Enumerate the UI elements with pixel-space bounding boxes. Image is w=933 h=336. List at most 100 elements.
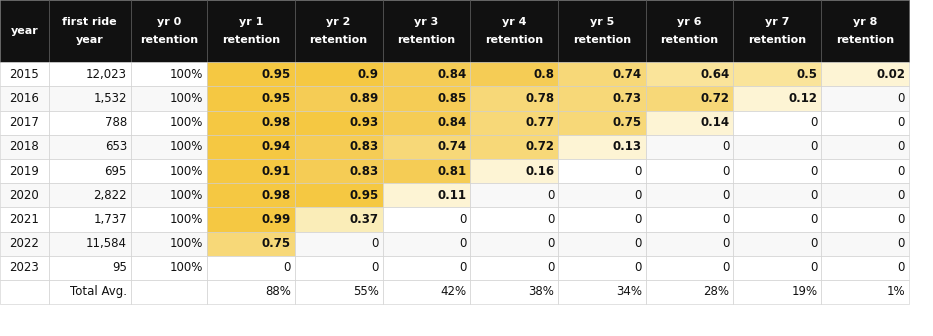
Text: 0: 0	[722, 261, 730, 274]
Text: 100%: 100%	[170, 165, 203, 177]
Bar	[821, 135, 909, 159]
Text: 0.94: 0.94	[262, 140, 291, 153]
Bar	[383, 0, 470, 62]
Bar	[733, 86, 821, 111]
Bar	[383, 256, 470, 280]
Bar	[49, 111, 131, 135]
Text: retention: retention	[140, 35, 198, 45]
Text: yr 2: yr 2	[327, 17, 351, 27]
Bar	[131, 111, 207, 135]
Bar	[295, 135, 383, 159]
Text: 0: 0	[810, 140, 817, 153]
Bar	[821, 159, 909, 183]
Text: 0: 0	[810, 237, 817, 250]
Bar	[558, 135, 646, 159]
Text: 19%: 19%	[791, 286, 817, 298]
Bar	[0, 207, 49, 232]
Text: yr 8: yr 8	[853, 17, 877, 27]
Text: 0.74: 0.74	[438, 140, 466, 153]
Bar	[207, 111, 295, 135]
Text: 100%: 100%	[170, 68, 203, 81]
Text: retention: retention	[661, 35, 718, 45]
Bar	[733, 159, 821, 183]
Text: 0: 0	[898, 237, 905, 250]
Bar	[558, 256, 646, 280]
Text: 0: 0	[547, 261, 554, 274]
Bar	[646, 111, 733, 135]
Text: 2,822: 2,822	[93, 189, 127, 202]
Bar	[295, 86, 383, 111]
Text: 95: 95	[112, 261, 127, 274]
Bar	[733, 183, 821, 207]
Text: Total Avg.: Total Avg.	[70, 286, 127, 298]
Text: year: year	[76, 35, 104, 45]
Bar	[49, 207, 131, 232]
Text: 788: 788	[104, 116, 127, 129]
Bar	[558, 207, 646, 232]
Text: 2018: 2018	[9, 140, 39, 153]
Text: 0: 0	[898, 165, 905, 177]
Text: 0.84: 0.84	[438, 116, 466, 129]
Text: 653: 653	[104, 140, 127, 153]
Text: yr 1: yr 1	[239, 17, 263, 27]
Text: 0.98: 0.98	[262, 189, 291, 202]
Text: 0.75: 0.75	[262, 237, 291, 250]
Bar	[49, 86, 131, 111]
Text: 88%: 88%	[265, 286, 291, 298]
Text: 0.11: 0.11	[438, 189, 466, 202]
Text: 0: 0	[810, 165, 817, 177]
Text: retention: retention	[397, 35, 455, 45]
Bar	[295, 232, 383, 256]
Text: 0.98: 0.98	[262, 116, 291, 129]
Text: 0: 0	[547, 237, 554, 250]
Text: 0.12: 0.12	[788, 92, 817, 105]
Text: 0: 0	[898, 261, 905, 274]
Bar	[821, 86, 909, 111]
Text: 100%: 100%	[170, 116, 203, 129]
Text: 11,584: 11,584	[86, 237, 127, 250]
Text: 12,023: 12,023	[86, 68, 127, 81]
Bar	[383, 232, 470, 256]
Text: 0: 0	[898, 140, 905, 153]
Bar	[0, 159, 49, 183]
Text: 0.8: 0.8	[533, 68, 554, 81]
Text: yr 6: yr 6	[677, 17, 702, 27]
Text: 0: 0	[371, 261, 379, 274]
Text: 0: 0	[898, 213, 905, 226]
Text: 38%: 38%	[528, 286, 554, 298]
Text: 100%: 100%	[170, 261, 203, 274]
Bar	[131, 207, 207, 232]
Bar	[733, 207, 821, 232]
Bar	[49, 135, 131, 159]
Text: 0.74: 0.74	[613, 68, 642, 81]
Text: retention: retention	[748, 35, 806, 45]
Bar	[131, 0, 207, 62]
Bar	[49, 232, 131, 256]
Bar	[733, 111, 821, 135]
Bar	[383, 159, 470, 183]
Bar	[49, 183, 131, 207]
Text: first ride: first ride	[63, 17, 117, 27]
Bar	[470, 0, 558, 62]
Bar	[470, 256, 558, 280]
Bar	[295, 62, 383, 86]
Bar	[207, 183, 295, 207]
Bar	[49, 159, 131, 183]
Bar	[558, 62, 646, 86]
Bar	[49, 62, 131, 86]
Bar	[207, 159, 295, 183]
Text: 2019: 2019	[9, 165, 39, 177]
Text: 0.5: 0.5	[796, 68, 817, 81]
Bar	[558, 0, 646, 62]
Bar	[470, 183, 558, 207]
Text: 2023: 2023	[9, 261, 39, 274]
Text: 0: 0	[810, 116, 817, 129]
Bar	[295, 111, 383, 135]
Bar	[470, 62, 558, 86]
Text: 2021: 2021	[9, 213, 39, 226]
Text: 1%: 1%	[886, 286, 905, 298]
Text: 0.9: 0.9	[357, 68, 379, 81]
Text: 100%: 100%	[170, 189, 203, 202]
Text: 0: 0	[634, 261, 642, 274]
Bar	[646, 159, 733, 183]
